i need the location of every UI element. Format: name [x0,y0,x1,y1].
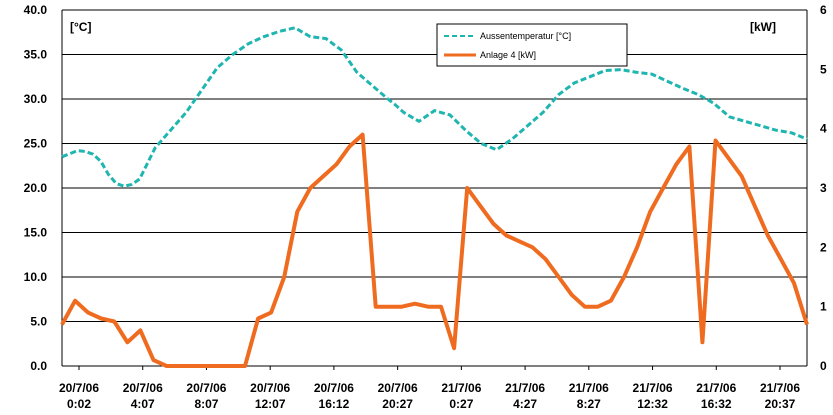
x-tick-label-time: 20:37 [765,397,796,411]
x-tick-label-date: 21/7/06 [760,381,800,395]
y-left-tick-label: 25.0 [24,137,48,151]
y-left-tick-label: 0.0 [30,359,47,373]
x-tick-label-date: 21/7/06 [505,381,545,395]
x-tick-label-time: 16:12 [319,397,350,411]
x-tick-label-time: 20:27 [382,397,413,411]
x-tick-label-time: 4:27 [513,397,537,411]
y-right-tick-label: 4 [820,122,827,136]
y-left-tick-label: 30.0 [24,92,48,106]
x-tick-label-time: 8:27 [577,397,601,411]
x-tick-label-date: 20/7/06 [314,381,354,395]
y-right-tick-label: 2 [820,240,827,254]
y-left-tick-label: 15.0 [24,226,48,240]
series-line-anlage-4 [60,132,809,368]
x-tick-label-date: 20/7/06 [378,381,418,395]
legend-label-aussentemperatur: Aussentemperatur [°C] [480,31,571,41]
y-right-unit-label: [kW] [750,20,776,34]
x-tick-label-date: 20/7/06 [186,381,226,395]
x-tick-label-date: 21/7/06 [696,381,736,395]
y-right-tick-label: 0 [820,359,827,373]
x-tick-label-date: 20/7/06 [59,381,99,395]
y-left-tick-label: 35.0 [24,48,48,62]
y-left-tick-label: 20.0 [24,181,48,195]
x-tick-label-date: 21/7/06 [633,381,673,395]
x-tick-label-time: 12:07 [255,397,286,411]
legend-box [436,23,628,67]
y-left-tick-label: 40.0 [24,3,48,17]
x-tick-label-time: 0:02 [67,397,91,411]
series-line-aussentemperatur [61,26,808,188]
legend-label-anlage: Anlage 4 [kW] [480,50,536,60]
y-right-tick-label: 1 [820,300,827,314]
x-tick-label-time: 12:32 [637,397,668,411]
y-right-tick-label: 3 [820,181,827,195]
x-tick-label-time: 0:27 [449,397,473,411]
x-ticks: 20/7/06 0:02 20/7/06 4:07 20/7/06 8:07 20/7/06… [59,366,800,411]
y-left-tick-label: 10.0 [24,270,48,284]
x-tick-label-date: 20/7/06 [123,381,163,395]
y-left-ticks: 40.0 35.0 30.0 25.0 20.0 15.0 10.0 5.0 0.0 [24,3,48,373]
y-left-unit-label: [°C] [70,20,91,34]
y-right-tick-label: 5 [820,62,827,76]
x-tick-label-time: 4:07 [131,397,155,411]
y-right-tick-label: 6 [820,3,827,17]
x-tick-label-time: 8:07 [194,397,218,411]
y-right-ticks: 6 5 4 3 2 1 0 [820,3,827,373]
x-tick-label-date: 21/7/06 [569,381,609,395]
y-left-tick-label: 5.0 [30,315,47,329]
x-tick-label-date: 20/7/06 [250,381,290,395]
series-group [60,26,809,368]
legend: Aussentemperatur [°C] Anlage 4 [kW] [436,23,628,67]
grid-lines [62,9,807,322]
x-tick-label-date: 21/7/06 [441,381,481,395]
x-tick-label-time: 16:32 [701,397,732,411]
